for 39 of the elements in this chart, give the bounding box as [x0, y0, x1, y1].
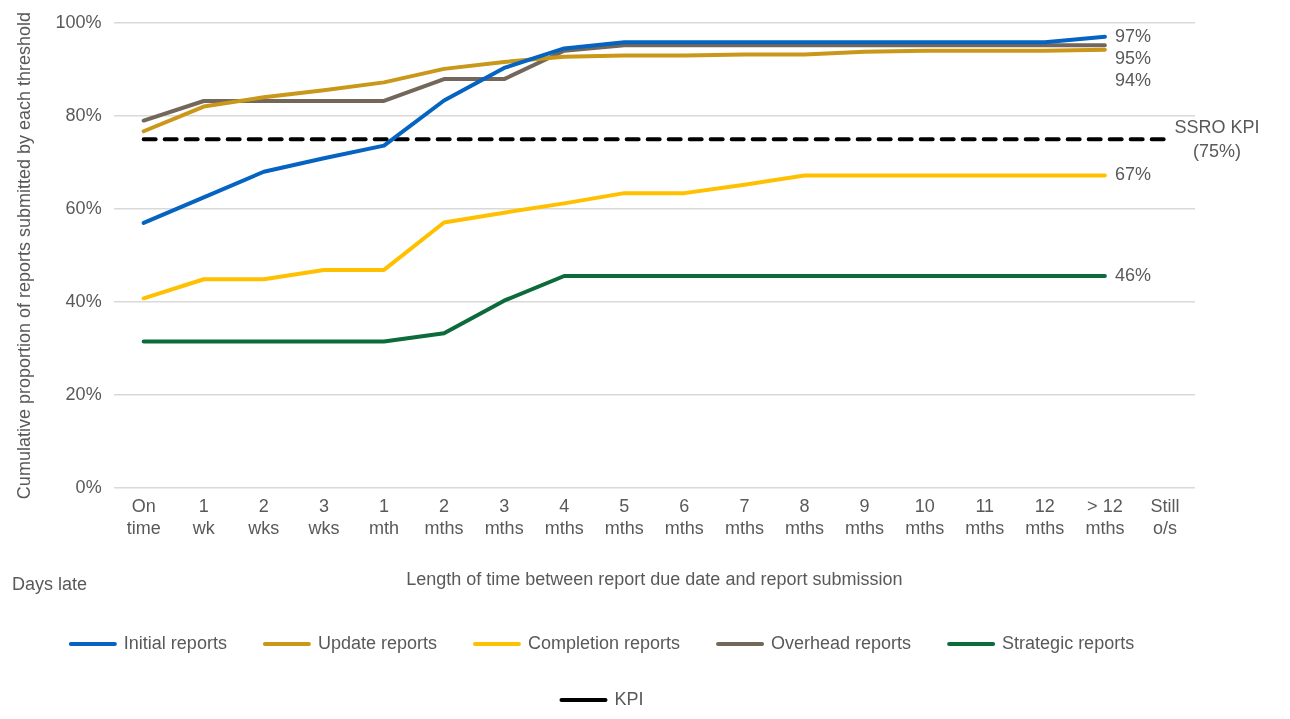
y-axis-title: Cumulative proportion of reports submitted by each threshold: [13, 11, 34, 500]
data-label: 67%: [1114, 164, 1151, 185]
x-tick-label: 6 mths: [664, 495, 704, 538]
y-tick-label: 100%: [55, 11, 102, 32]
x-tick-label: 12 mths: [1025, 495, 1065, 538]
y-tick-label: 20%: [65, 384, 102, 405]
annotation: SSRO KPI (75%): [1174, 117, 1260, 162]
data-label: 46%: [1114, 264, 1151, 285]
data-label: 95%: [1114, 47, 1151, 68]
x-tick-label: Still o/s: [1150, 495, 1180, 538]
x-tick-label: 11 mths: [965, 495, 1005, 538]
legend-label: Initial reports: [123, 632, 227, 653]
x-tick-label: 4 mths: [544, 495, 584, 538]
legend-label: Update reports: [317, 632, 437, 653]
legend-label: KPI: [614, 688, 644, 709]
x-tick-label: 9 mths: [845, 495, 885, 538]
x-tick-label: 10 mths: [905, 495, 945, 538]
y-tick-label: 40%: [65, 291, 102, 312]
y-tick-label: 0%: [75, 477, 102, 498]
x-axis-title: Length of time between report due date and report submission: [406, 569, 903, 590]
x-tick-label: 1 mth: [368, 495, 399, 538]
x-tick-label: 5 mths: [604, 495, 644, 538]
legend-label: Strategic reports: [1002, 632, 1135, 653]
x-tick-label: 7 mths: [724, 495, 764, 538]
x-tick-label: 2 mths: [424, 495, 464, 538]
y-tick-label: 80%: [65, 104, 102, 125]
legend-label: Completion reports: [527, 632, 681, 653]
text: Days late: [12, 573, 88, 594]
x-tick-label: 8 mths: [785, 495, 825, 538]
data-label: 94%: [1114, 69, 1151, 90]
x-tick-label: On time: [126, 495, 161, 538]
y-tick-label: 60%: [65, 197, 102, 218]
x-tick-label: > 12 mths: [1085, 495, 1125, 538]
x-tick-label: 2 wks: [247, 495, 280, 538]
legend-label: Overhead reports: [771, 632, 912, 653]
x-tick-label: 3 wks: [307, 495, 340, 538]
x-tick-label: 3 mths: [484, 495, 524, 538]
x-tick-label: 1 wk: [191, 495, 216, 538]
data-label: 97%: [1114, 25, 1151, 46]
